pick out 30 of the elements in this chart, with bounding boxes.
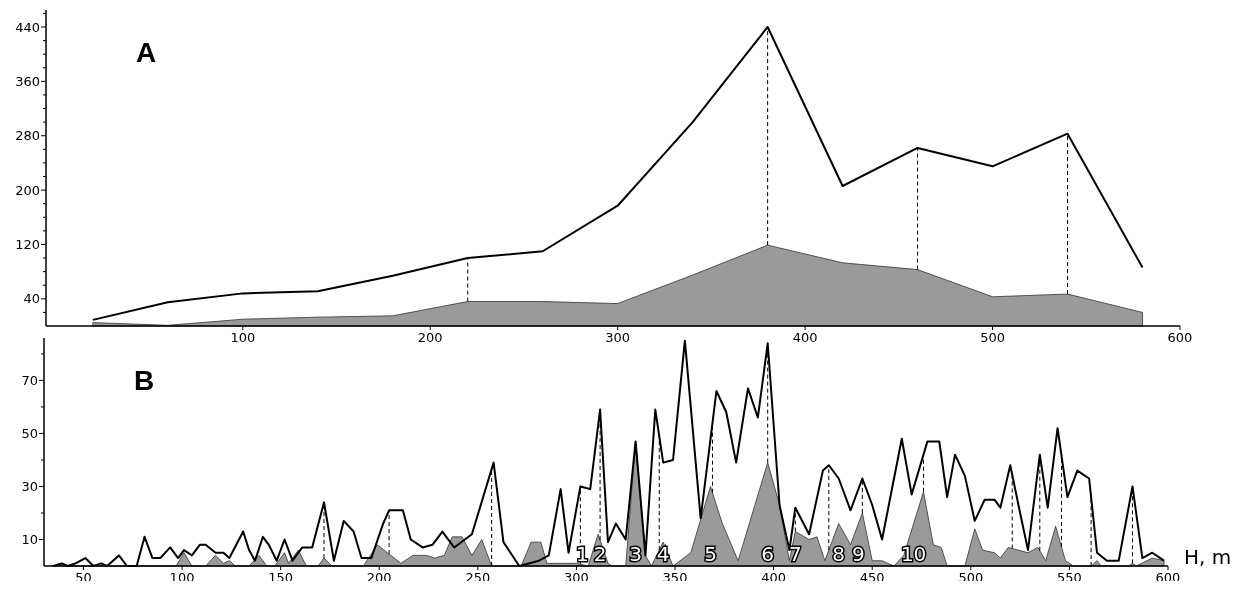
line-series	[91, 25, 1144, 321]
annotation: 9	[852, 541, 865, 566]
annotation: 2	[593, 541, 607, 566]
annotation: 7	[788, 541, 802, 566]
x-tick-label: 200	[417, 330, 443, 345]
annotation: 3	[629, 541, 642, 566]
y-tick-label: 200	[15, 182, 40, 198]
y-tick-label: 70	[21, 372, 38, 388]
x-axis-title: H, m	[1184, 545, 1232, 569]
y-tick-label: 360	[15, 73, 40, 89]
x-tick-label: 300	[605, 330, 631, 345]
annotation: 5	[704, 541, 717, 566]
annotation: 6	[761, 541, 775, 566]
x-tick-label: 400	[792, 330, 818, 345]
y-tick-label: 50	[21, 425, 38, 441]
x-tick-label: 600	[1167, 330, 1193, 345]
annotation: 1	[575, 541, 589, 566]
annotation: 4	[656, 541, 670, 566]
y-tick-label: 10	[21, 532, 38, 548]
annotation: 10	[900, 541, 927, 566]
y-tick-label: 280	[15, 128, 40, 144]
y-tick-label: 40	[23, 291, 40, 307]
text: B	[134, 365, 155, 396]
y-tick-label: 30	[21, 479, 38, 495]
x-tick-label: 500	[980, 330, 1005, 345]
x-tick-label: 100	[230, 330, 256, 345]
y-tick-label: 120	[15, 237, 40, 252]
annotation: 8	[832, 541, 846, 566]
y-tick-label: 440	[15, 19, 40, 35]
text: A	[136, 37, 157, 68]
